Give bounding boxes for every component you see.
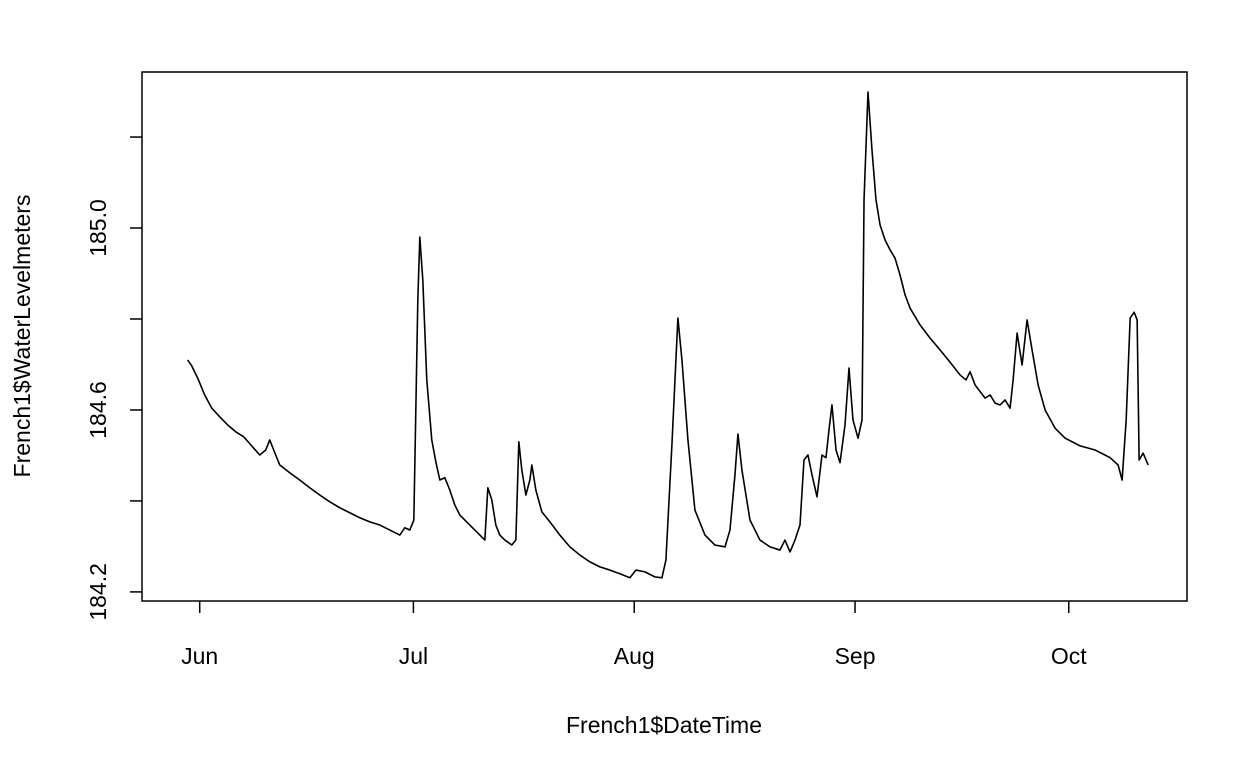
- y-axis-label: French1$WaterLevelmeters: [9, 195, 35, 478]
- x-tick-label: Aug: [614, 643, 655, 669]
- line: [187, 91, 1149, 579]
- x-tick-label: Sep: [835, 643, 876, 669]
- plot-box: [141, 71, 1188, 602]
- y-tick-label: 185.0: [85, 199, 111, 257]
- y-tick-label: 184.2: [85, 563, 111, 621]
- x-axis-label: French1$DateTime: [566, 712, 762, 738]
- y-tick-label: 184.6: [85, 381, 111, 439]
- x-tick-label: Jun: [181, 643, 218, 669]
- x-tick-label: Jul: [399, 643, 428, 669]
- x-tick-label: Oct: [1051, 643, 1087, 669]
